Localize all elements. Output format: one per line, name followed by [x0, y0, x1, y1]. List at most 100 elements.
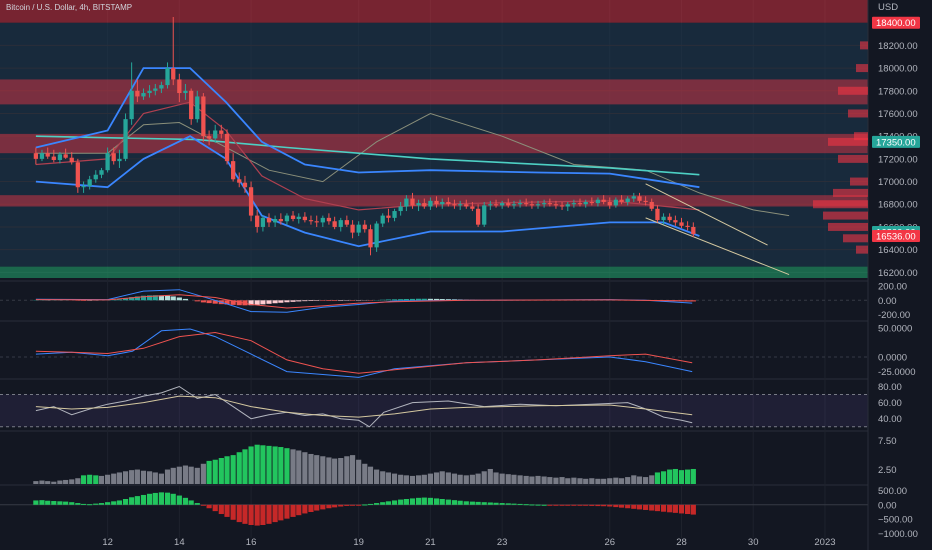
candle	[655, 205, 660, 223]
volume-bar	[649, 475, 655, 484]
momentum-bar	[559, 504, 565, 506]
y-tick-label: 17600.00	[878, 109, 918, 120]
momentum-bar	[349, 504, 356, 506]
candle	[213, 124, 218, 143]
volume-bar	[39, 480, 45, 484]
macd-bar	[349, 300, 356, 301]
candle-body	[284, 215, 290, 222]
macd-bar	[314, 300, 320, 301]
volume-bar	[57, 480, 63, 484]
volume-bar	[541, 476, 547, 484]
volume-bar	[344, 456, 350, 484]
candle	[260, 215, 266, 232]
candle-body	[63, 154, 68, 158]
momentum-bar	[332, 504, 338, 508]
volume-bar	[320, 456, 326, 484]
candle-body	[392, 211, 397, 218]
volume-bar	[242, 449, 248, 484]
momentum-bar	[260, 504, 266, 525]
candle	[350, 220, 355, 239]
volume-bar	[595, 478, 601, 484]
momentum-bar	[63, 501, 69, 505]
x-tick-label: 19	[353, 537, 364, 548]
candle-body	[565, 204, 570, 207]
macd-bar	[415, 298, 422, 301]
candle	[493, 199, 499, 208]
volume-profile-bar	[856, 245, 868, 254]
candle-body	[655, 208, 660, 221]
candle	[111, 147, 116, 165]
candle	[338, 217, 343, 232]
volume-bar	[302, 452, 308, 484]
y-tick-label: 18000.00	[878, 64, 918, 75]
momentum-bar	[541, 504, 547, 506]
macd-bar	[164, 295, 171, 301]
candle	[159, 81, 164, 94]
volume-bar	[523, 475, 529, 484]
candle	[446, 197, 451, 207]
candle-body	[613, 199, 618, 206]
candle-body	[296, 216, 301, 219]
momentum-bar	[487, 502, 493, 505]
candle-body	[248, 187, 254, 216]
candle-body	[81, 186, 86, 188]
x-tick-label: 23	[497, 537, 508, 548]
momentum-bar	[302, 504, 308, 514]
candle-body	[506, 203, 511, 206]
x-tick-label: 26	[604, 537, 615, 548]
candle	[535, 200, 541, 209]
candle	[452, 199, 457, 209]
y-tick-label: 500.00	[878, 486, 907, 497]
candle-body	[105, 153, 110, 171]
rsi-band	[0, 394, 868, 427]
y-tick-label: 0.00	[878, 500, 897, 511]
candle	[57, 152, 63, 164]
volume-bar	[445, 472, 451, 484]
price-tag	[872, 16, 920, 29]
candle-body	[141, 93, 146, 97]
momentum-bar	[290, 504, 296, 517]
momentum-bar	[684, 504, 691, 515]
momentum-bar	[116, 500, 123, 505]
macd-bar	[302, 300, 308, 302]
momentum-bar	[409, 498, 416, 505]
momentum-bar	[188, 500, 194, 505]
candle	[374, 221, 379, 252]
candle	[440, 198, 445, 209]
volume-profile-bar	[828, 222, 868, 231]
price-tag	[872, 135, 920, 148]
volume-bar	[314, 455, 320, 484]
volume-bar	[33, 481, 39, 484]
volume-bar	[338, 458, 344, 484]
candle	[553, 200, 559, 209]
candle	[219, 124, 224, 139]
candle-body	[607, 201, 612, 206]
volume-bar	[469, 474, 475, 484]
candle-body	[493, 204, 499, 206]
macd-bar	[158, 295, 164, 301]
momentum-bar	[643, 504, 649, 510]
volume-bar	[308, 453, 314, 484]
volume-bar	[176, 466, 182, 484]
momentum-bar	[320, 504, 326, 510]
macd-bar	[206, 300, 212, 304]
volume-bar	[403, 475, 409, 484]
candle-body	[517, 203, 523, 205]
candle-body	[380, 215, 385, 224]
price-axis-unit: USD	[878, 2, 898, 13]
momentum-bar	[146, 493, 153, 505]
momentum-bar	[284, 504, 290, 519]
momentum-bar	[266, 504, 272, 524]
candle-body	[135, 90, 140, 97]
candle-body	[649, 201, 654, 209]
candle-body	[326, 217, 332, 222]
candle-body	[464, 204, 469, 207]
candle-body	[488, 204, 493, 206]
momentum-bar	[415, 497, 422, 505]
candle	[290, 211, 296, 222]
macd-bar	[266, 300, 272, 304]
momentum-bar	[535, 504, 541, 506]
y-tick-label: 18200.00	[878, 41, 918, 52]
